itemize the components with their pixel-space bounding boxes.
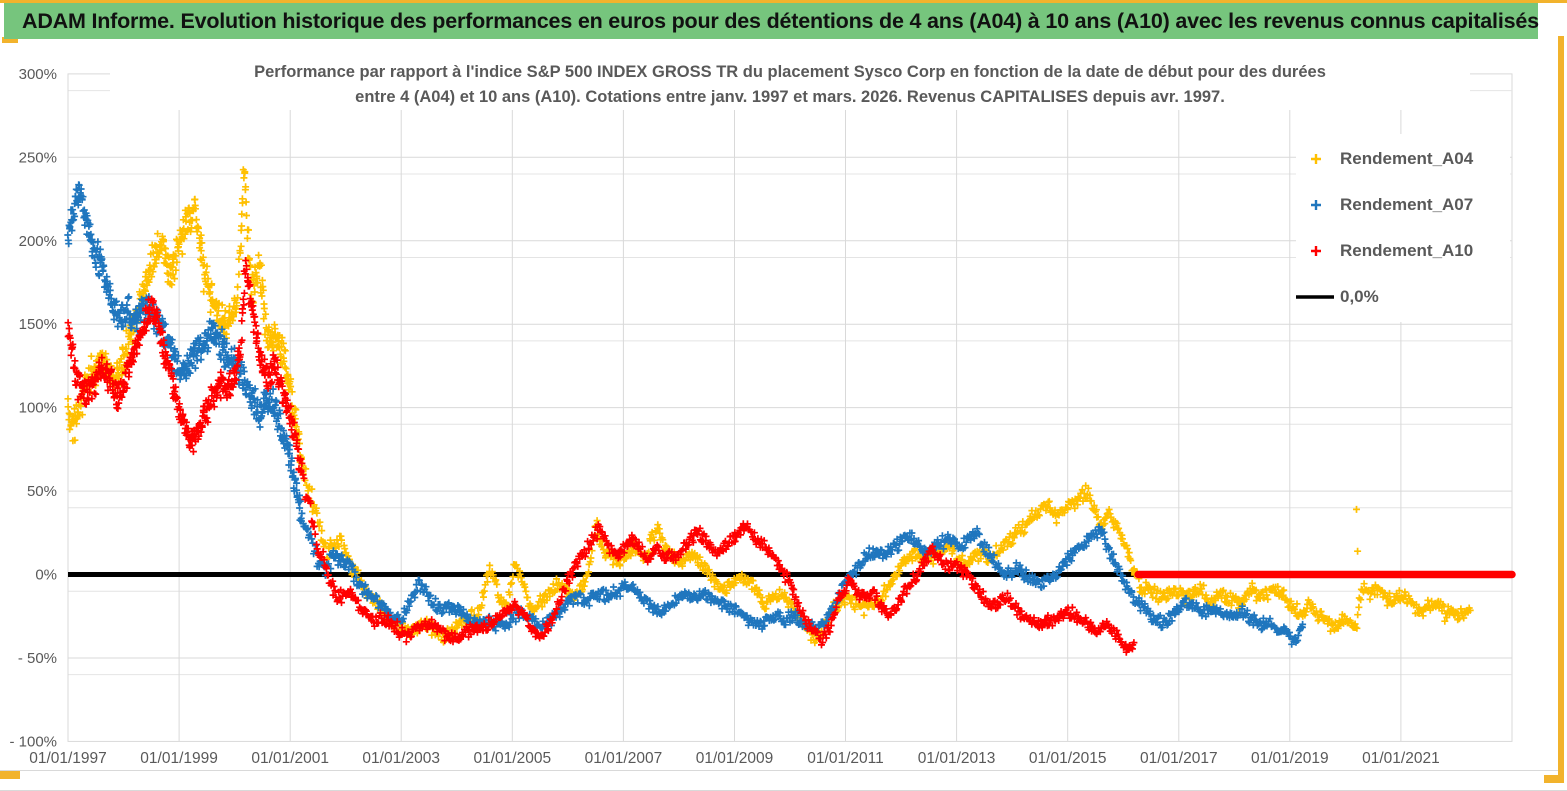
chart-bottom-edge	[0, 770, 1558, 771]
x-tick-label: 01/01/2017	[1140, 750, 1218, 767]
legend: Rendement_A04 Rendement_A07 Rendement_A10 0…	[1296, 134, 1510, 322]
x-tick-label: 01/01/2005	[474, 750, 552, 767]
y-tick-label: 250%	[19, 149, 57, 166]
y-tick-label: - 50%	[18, 650, 57, 667]
legend-item-label: Rendement_A07	[1340, 195, 1474, 214]
y-tick-label: 100%	[19, 400, 57, 417]
x-tick-label: 01/01/2009	[696, 750, 774, 767]
legend-item-label: Rendement_A04	[1340, 149, 1474, 168]
banner-title: ADAM Informe. Evolution historique des p…	[22, 8, 1539, 33]
series-rendement_a10[interactable]	[64, 257, 1138, 656]
y-tick-label: 50%	[27, 483, 57, 500]
y-tick-label: 200%	[19, 233, 57, 250]
selection-handle-top-left	[2, 37, 18, 43]
x-tick-label: 01/01/2003	[362, 750, 440, 767]
x-tick-label: 01/01/2013	[918, 750, 996, 767]
selection-frame-top	[0, 0, 1567, 3]
plus-marker-icon	[1311, 246, 1321, 256]
plus-marker-icon	[1311, 154, 1321, 164]
y-tick-label: 300%	[19, 66, 57, 83]
x-tick-label: 01/01/2019	[1251, 750, 1329, 767]
legend-item-rendement-a07[interactable]: Rendement_A07	[1296, 182, 1510, 228]
x-tick-label: 01/01/2007	[585, 750, 663, 767]
x-tick-label: 01/01/1999	[140, 750, 218, 767]
selection-frame-right	[1558, 36, 1564, 783]
selection-handle-bottom-right	[1544, 775, 1564, 783]
x-tick-label: 01/01/2001	[251, 750, 329, 767]
x-tick-label: 01/01/2015	[1029, 750, 1107, 767]
chart-title: Performance par rapport à l'indice S&P 5…	[110, 60, 1470, 110]
legend-item-0-0-[interactable]: 0,0%	[1296, 274, 1510, 320]
legend-item-rendement-a04[interactable]: Rendement_A04	[1296, 136, 1510, 182]
chart-title-line1: Performance par rapport à l'indice S&P 5…	[254, 63, 1326, 81]
y-tick-label: 0%	[35, 567, 57, 584]
x-tick-label: 01/01/2011	[807, 750, 883, 767]
y-tick-label: 150%	[19, 316, 57, 333]
legend-item-label: 0,0%	[1340, 287, 1379, 306]
x-tick-label: 01/01/1997	[29, 750, 107, 767]
legend-item-label: Rendement_A10	[1340, 241, 1474, 260]
plus-marker-icon	[1311, 200, 1321, 210]
y-tick-label: - 100%	[9, 733, 57, 750]
chart-title-line2: entre 4 (A04) et 10 ans (A10). Cotations…	[355, 88, 1225, 106]
banner: ADAM Informe. Evolution historique des p…	[4, 3, 1539, 39]
legend-item-rendement-a10[interactable]: Rendement_A10	[1296, 228, 1510, 274]
selection-handle-bottom-left	[0, 770, 20, 779]
x-tick-label: 01/01/2021	[1362, 750, 1440, 767]
line-swatch-icon	[1296, 295, 1334, 299]
